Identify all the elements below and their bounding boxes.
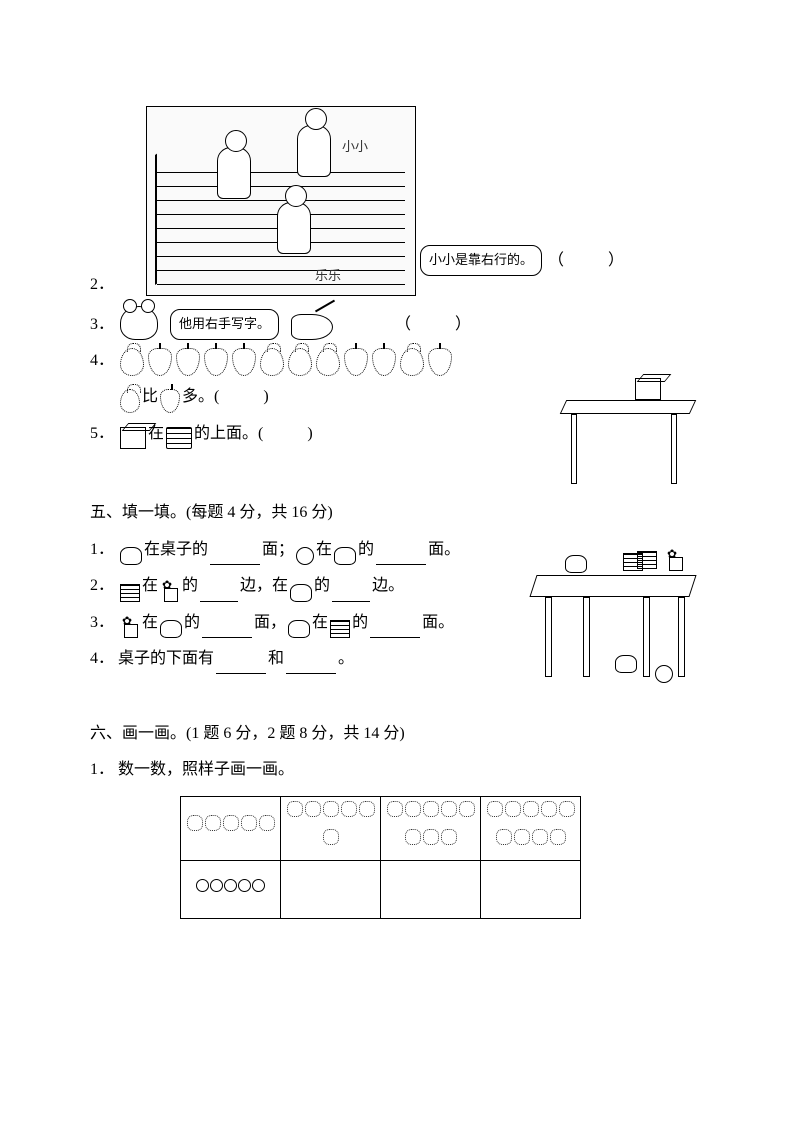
pear-icon xyxy=(176,348,200,376)
q2-number: 2． xyxy=(90,270,118,300)
strawberry-icon xyxy=(120,348,144,376)
strawberry-icon xyxy=(316,348,340,376)
cell-example-circles xyxy=(181,860,281,918)
s6q1-row: 1． 数一数，照样子画一画。 xyxy=(90,755,703,785)
cat-icon xyxy=(334,547,356,565)
bookstack-icon xyxy=(330,620,350,638)
flower-icon xyxy=(120,614,140,638)
blank-input[interactable] xyxy=(376,548,426,566)
blank-input[interactable] xyxy=(202,620,252,638)
pear-icon xyxy=(204,348,228,376)
q5-number: 5． xyxy=(90,419,118,449)
q2-row: 2． 小小 乐乐 小小是靠右行的。 （ ） xyxy=(90,106,703,300)
pear-icon xyxy=(372,348,396,376)
cell-pic-4 xyxy=(481,796,581,860)
blank-input[interactable] xyxy=(286,657,336,675)
pear-icon xyxy=(232,348,256,376)
q4-statement: 比 多。 ( ) xyxy=(118,382,543,412)
pear-icon xyxy=(344,348,368,376)
ball-icon xyxy=(296,547,314,565)
pear-icon xyxy=(428,348,452,376)
mouse-icon xyxy=(120,306,158,340)
q3-answer-paren[interactable]: （ ） xyxy=(395,310,475,340)
desk-scene-illustration xyxy=(523,525,703,705)
blank-input[interactable] xyxy=(216,657,266,675)
label-xiaoxiao: 小小 xyxy=(342,135,368,160)
strawberry-icon xyxy=(288,348,312,376)
q4-text-b: 多。 xyxy=(182,382,214,412)
cell-answer-2[interactable] xyxy=(281,860,381,918)
q5-answer-paren[interactable]: ( ) xyxy=(258,419,317,449)
cat-icon xyxy=(120,547,142,565)
pear-icon xyxy=(160,389,180,413)
q3-number: 3． xyxy=(90,310,118,340)
stairs-illustration: 小小 乐乐 xyxy=(146,106,416,296)
q4-number: 4． xyxy=(90,346,118,376)
pear-icon xyxy=(148,348,172,376)
q3-speech-bubble: 他用右手写字。 xyxy=(170,309,279,340)
count-draw-table xyxy=(180,796,581,919)
label-lele: 乐乐 xyxy=(315,264,341,289)
s5q2-number: 2． xyxy=(90,571,118,601)
s5q2-row: 2． 在 的 边，在 的 边。 xyxy=(90,571,513,601)
bookstack-icon xyxy=(120,584,140,602)
blank-input[interactable] xyxy=(200,584,238,602)
small-table-illustration xyxy=(553,382,703,492)
cell-pic-2 xyxy=(281,796,381,860)
cell-pic-1 xyxy=(181,796,281,860)
table-row-pictures xyxy=(181,796,581,860)
q4-text-a: 比 xyxy=(142,382,158,412)
blank-input[interactable] xyxy=(210,548,260,566)
s5q3-row: 3． 在 的 面， 在 的 面。 xyxy=(90,608,513,638)
strawberry-icon xyxy=(120,389,140,413)
box-icon xyxy=(120,427,146,449)
writing-hand-icon xyxy=(291,314,333,340)
cat-icon xyxy=(290,584,312,602)
q5-text-b: 的上面。 xyxy=(194,419,258,449)
q4-q5-block: 比 多。 ( ) 5． 在 的上面。 ( ) xyxy=(90,382,703,492)
cat-icon xyxy=(160,620,182,638)
flower-icon xyxy=(160,578,180,602)
s5q4-number: 4． xyxy=(90,644,118,674)
cell-pic-3 xyxy=(381,796,481,860)
q2-answer-paren[interactable]: （ ） xyxy=(548,246,628,276)
q4-fruit-row: 4． xyxy=(90,346,703,376)
cell-answer-4[interactable] xyxy=(481,860,581,918)
q2-speech-bubble: 小小是靠右行的。 xyxy=(420,245,542,276)
table-row-answers xyxy=(181,860,581,918)
s6q1-number: 1． xyxy=(90,755,118,785)
section6-title: 六、画一画。(1 题 6 分，2 题 8 分，共 14 分) xyxy=(90,719,703,749)
s5q4-row: 4． 桌子的下面有 和 。 xyxy=(90,644,513,674)
s5q1-row: 1． 在桌子的 面； 在 的 面。 xyxy=(90,535,513,565)
q4-answer-paren[interactable]: ( ) xyxy=(214,382,273,412)
s5q3-number: 3． xyxy=(90,608,118,638)
blank-input[interactable] xyxy=(370,620,420,638)
book-icon xyxy=(166,427,192,449)
blank-input[interactable] xyxy=(332,584,370,602)
cat-icon xyxy=(288,620,310,638)
strawberry-icon xyxy=(400,348,424,376)
s6q1-text: 数一数，照样子画一画。 xyxy=(118,755,294,785)
q5-row: 5． 在 的上面。 ( ) xyxy=(90,419,543,449)
cell-answer-3[interactable] xyxy=(381,860,481,918)
section5-body: 1． 在桌子的 面； 在 的 面。 2． 在 的 边，在 的 边。 3． 在 的… xyxy=(90,535,703,713)
strawberry-icon xyxy=(260,348,284,376)
s5q1-number: 1． xyxy=(90,535,118,565)
q3-row: 3． 他用右手写字。 （ ） xyxy=(90,306,703,340)
